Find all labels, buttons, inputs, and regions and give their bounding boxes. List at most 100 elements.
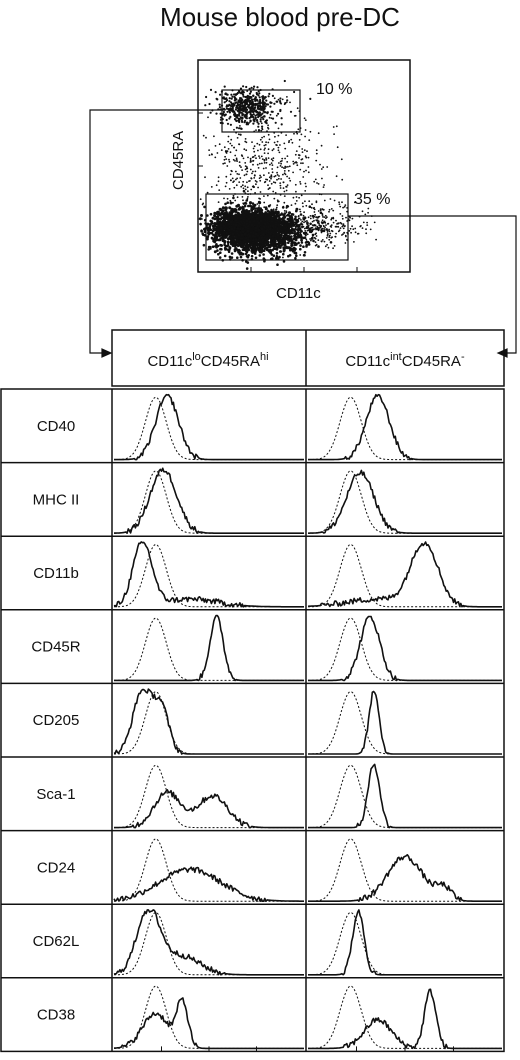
scatter-event	[310, 230, 313, 233]
scatter-event	[329, 241, 333, 244]
scatter-event	[287, 165, 289, 168]
scatter-event	[261, 141, 264, 143]
isotype-histogram	[308, 617, 502, 681]
scatter-event	[292, 171, 294, 174]
scatter-event	[250, 233, 252, 236]
scatter-event	[239, 111, 242, 114]
scatter-event	[229, 173, 232, 176]
scatter-event	[342, 227, 345, 230]
scatter-event	[344, 242, 347, 244]
scatter-event	[318, 224, 321, 227]
scatter-event	[292, 160, 295, 163]
scatter-event	[257, 186, 259, 189]
scatter-event	[259, 148, 262, 151]
scatter-event	[320, 168, 323, 170]
scatter-event	[303, 149, 306, 152]
scatter-event	[238, 212, 240, 215]
scatter-event	[223, 243, 226, 247]
scatter-event	[244, 162, 247, 164]
scatter-event	[226, 217, 230, 221]
isotype-histogram	[114, 838, 304, 902]
scatter-event	[298, 234, 301, 237]
scatter-event	[254, 154, 256, 157]
scatter-event	[274, 217, 277, 221]
scatter-event	[295, 219, 298, 221]
scatter-event	[254, 180, 257, 182]
scatter-event	[243, 121, 246, 124]
scatter-event	[282, 181, 285, 184]
row-label-cd62l: CD62L	[33, 933, 80, 950]
scatter-event	[337, 225, 339, 228]
scatter-event	[305, 240, 308, 243]
scatter-event	[262, 253, 265, 256]
scatter-event	[252, 110, 255, 113]
scatter-event	[237, 114, 240, 117]
scatter-event	[340, 158, 343, 161]
scatter-event	[250, 188, 253, 191]
scatter-event	[326, 166, 329, 168]
scatter-event	[247, 210, 251, 213]
scatter-event	[246, 170, 249, 173]
scatter-event	[285, 210, 288, 213]
scatter-event	[204, 176, 206, 179]
upper-gate-arrowhead	[101, 348, 113, 358]
scatter-event	[364, 213, 367, 216]
scatter-event	[319, 163, 321, 166]
scatter-event	[245, 219, 249, 223]
scatter-event	[294, 153, 297, 156]
scatter-event	[325, 237, 328, 239]
scatter-event	[295, 150, 298, 153]
scatter-event	[236, 256, 239, 260]
scatter-event	[323, 184, 325, 186]
scatter-event	[206, 222, 210, 226]
scatter-event	[214, 156, 217, 159]
scatter-event	[251, 231, 255, 235]
scatter-event	[228, 111, 231, 114]
scatter-event	[242, 91, 245, 94]
scatter-event	[210, 231, 214, 235]
scatter-event	[288, 141, 290, 144]
scatter-event	[283, 190, 286, 193]
scatter-event	[328, 238, 331, 241]
scatter-event	[261, 249, 265, 253]
scatter-event	[254, 96, 257, 99]
scatter-event	[267, 95, 270, 98]
scatter-event	[215, 112, 218, 115]
scatter-event	[241, 230, 245, 234]
scatter-event	[257, 94, 260, 97]
scatter-event	[261, 127, 263, 130]
scatter-event	[229, 201, 233, 205]
scatter-event	[285, 214, 288, 217]
scatter-event	[261, 101, 264, 105]
scatter-event	[344, 204, 347, 207]
scatter-event	[323, 216, 326, 219]
scatter-event	[219, 226, 223, 230]
scatter-event	[283, 210, 286, 212]
scatter-event	[373, 221, 376, 224]
scatter-event	[254, 114, 257, 117]
scatter-event	[222, 112, 225, 116]
scatter-event	[241, 227, 245, 231]
scatter-event	[215, 216, 219, 219]
scatter-event	[272, 209, 275, 212]
scatter-event	[287, 169, 290, 172]
scatter-event	[270, 176, 273, 178]
scatter-event	[236, 177, 239, 180]
scatter-event	[276, 171, 278, 174]
scatter-event	[323, 240, 326, 243]
scatter-event	[229, 108, 232, 111]
scatter-event	[293, 132, 295, 135]
scatter-event	[264, 207, 268, 211]
scatter-event	[265, 158, 268, 161]
scatter-event	[258, 102, 261, 105]
scatter-plot: 10 % 35 % CD11c CD45RA	[170, 59, 411, 302]
scatter-event	[299, 208, 301, 211]
scatter-event	[267, 172, 270, 174]
scatter-event	[240, 233, 244, 237]
scatter-event	[266, 103, 270, 106]
scatter-event	[282, 260, 286, 263]
scatter-event	[326, 231, 329, 233]
scatter-event	[328, 230, 331, 233]
isotype-histogram	[308, 396, 502, 461]
marker-histogram	[114, 789, 304, 829]
